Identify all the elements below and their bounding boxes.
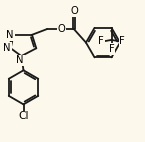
Text: F: F [119, 36, 125, 46]
Text: N: N [16, 55, 24, 65]
Text: Cl: Cl [18, 111, 29, 121]
Text: N: N [6, 30, 14, 40]
Text: F: F [98, 36, 104, 46]
Text: O: O [58, 24, 65, 34]
Text: O: O [70, 6, 78, 16]
Text: N: N [3, 43, 11, 53]
Text: F: F [109, 44, 114, 54]
